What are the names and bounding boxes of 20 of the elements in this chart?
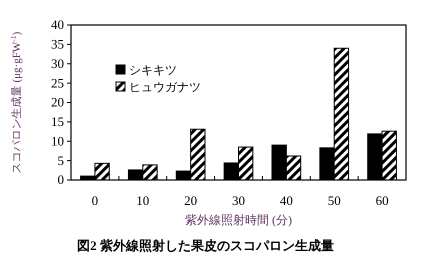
y-tick-label: 40: [51, 17, 64, 32]
y-tick-label: 20: [51, 94, 64, 110]
legend-label: シキキツ: [129, 63, 177, 77]
x-tick-label: 30: [232, 193, 245, 208]
y-tick-label: 10: [51, 133, 64, 148]
x-tick-label: 10: [136, 193, 150, 208]
x-tick-label: 0: [92, 193, 98, 208]
text: 図2 紫外線照射した果皮のスコパロン生成量: [77, 238, 334, 253]
y-tick-label: 30: [51, 56, 64, 71]
x-tick-label: 50: [328, 193, 341, 208]
legend-label: ヒュウガナツ: [129, 80, 201, 94]
y-tick-label: 5: [58, 152, 64, 168]
y-tick-label: 15: [51, 114, 64, 130]
x-axis-title: 紫外線照射時間 (分): [185, 213, 292, 227]
x-tick-label: 20: [184, 193, 198, 208]
x-tick-label: 40: [280, 193, 293, 208]
y-tick-label: 25: [51, 75, 64, 90]
x-tick-label: 60: [376, 193, 389, 208]
y-tick-label: 0: [58, 172, 64, 188]
y-tick-label: 35: [51, 36, 64, 52]
